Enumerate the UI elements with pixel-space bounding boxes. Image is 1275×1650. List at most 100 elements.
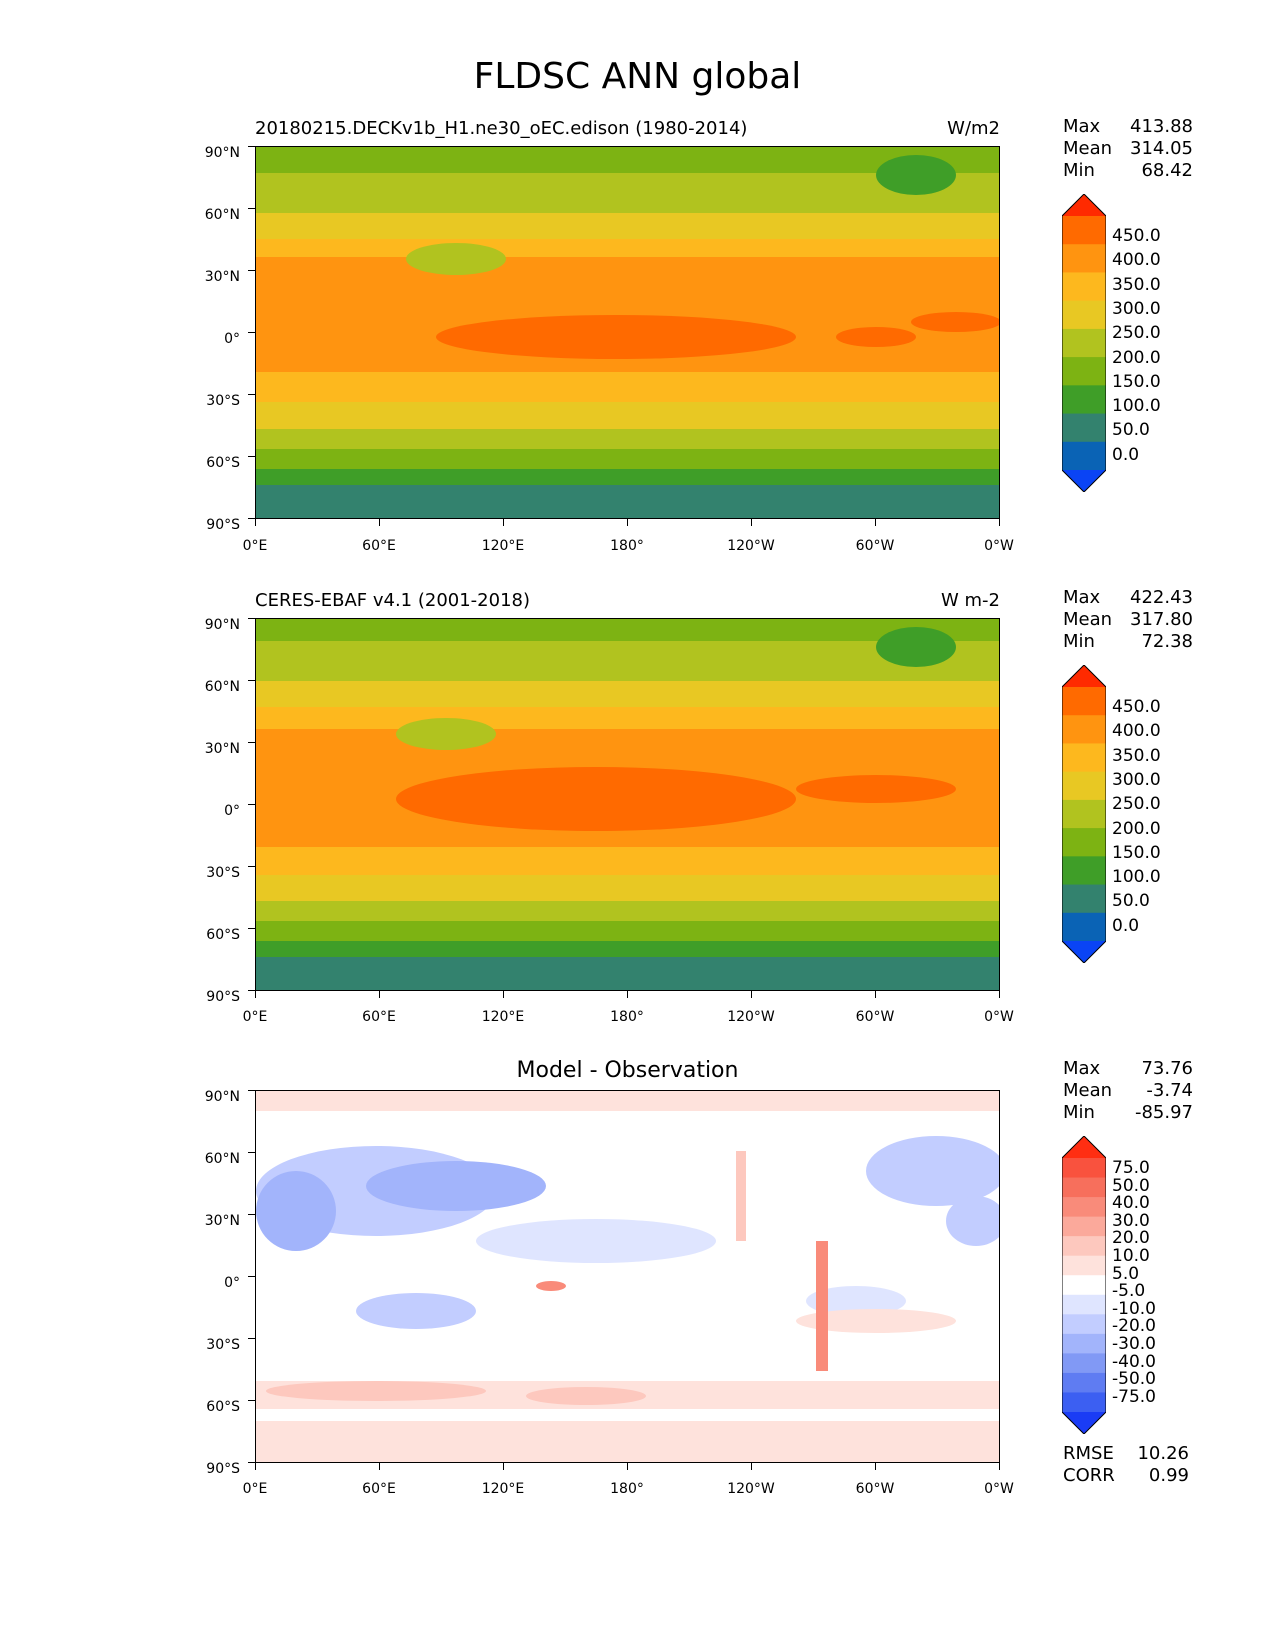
stat-value: -85.97: [1134, 1102, 1193, 1123]
colorbar-label: 5.0: [1112, 1263, 1140, 1284]
x-tick: 120°W: [727, 538, 775, 554]
panel-title: Model - Observation: [516, 1058, 739, 1083]
colorbar-segment: [1062, 1216, 1106, 1237]
colorbar-segment: [1062, 1255, 1106, 1276]
y-tick: 30°N: [204, 1213, 240, 1229]
stat-label: Mean: [1063, 609, 1113, 630]
colorbar-segment: [1062, 799, 1106, 829]
observation-panel: CERES-EBAF v4.1 (2001-2018) W m-2 90°N 6…: [0, 0, 1275, 1025]
colorbar-segment: [1062, 1392, 1106, 1413]
stat-label: Min: [1063, 631, 1095, 652]
colorbar-label: 400.0: [1112, 721, 1161, 742]
colorbar-extend-max: [1062, 194, 1106, 216]
model-map-canvas: [256, 147, 999, 518]
colorbar-segment: [1062, 715, 1106, 744]
x-tick: 60°W: [855, 1481, 895, 1497]
stats-box: Max 413.88 Mean 314.05 Min 68.42: [1063, 116, 1193, 182]
x-tick: 120°W: [727, 1481, 775, 1497]
y-tick: 30°N: [204, 269, 240, 285]
colorbar-label: -75.0: [1112, 1386, 1156, 1407]
colorbar-segment: [1062, 1275, 1106, 1296]
stat-label: Mean: [1063, 1080, 1113, 1101]
colorbar-label: 300.0: [1112, 769, 1161, 790]
x-tick: 0°W: [984, 1481, 1014, 1497]
difference-map[interactable]: [255, 1090, 1000, 1463]
colorbar-segment: [1062, 856, 1106, 886]
colorbar-label: 20.0: [1112, 1228, 1150, 1249]
colorbar-segment: [1062, 884, 1106, 914]
x-tick: 0°E: [242, 1481, 268, 1497]
colorbar-label: 100.0: [1112, 867, 1161, 888]
colorbar-segment: [1062, 357, 1106, 386]
y-tick: 90°S: [206, 989, 240, 1005]
colorbar-label: 450.0: [1112, 226, 1161, 246]
stats-box: Max 73.76 Mean -3.74 Min -85.97: [1063, 1058, 1193, 1124]
y-tick: 30°S: [206, 1337, 240, 1353]
y-tick: 90°S: [206, 517, 240, 533]
x-tick: 120°E: [481, 1481, 525, 1497]
colorbar-label: -20.0: [1112, 1316, 1156, 1337]
observation-map[interactable]: [255, 618, 1000, 991]
y-tick: 30°S: [206, 393, 240, 409]
x-tick: 120°E: [481, 1009, 525, 1025]
colorbar-segment: [1062, 743, 1106, 773]
colorbar-extend-min: [1062, 941, 1106, 963]
colorbar-segment: [1062, 300, 1106, 330]
y-tick: 90°N: [204, 145, 240, 161]
stats-box: Max 422.43 Mean 317.80 Min 72.38: [1063, 587, 1193, 653]
colorbar-segment: [1062, 1158, 1106, 1179]
x-tick: 60°W: [855, 1009, 895, 1025]
y-tick: 60°S: [206, 927, 240, 943]
stat-value: 422.43: [1130, 587, 1193, 608]
y-tick: 30°S: [206, 865, 240, 881]
y-tick: 0°: [224, 803, 240, 819]
x-tick: 60°W: [855, 538, 895, 554]
stat-label: Min: [1063, 1102, 1095, 1123]
colorbar-segment: [1062, 912, 1106, 942]
colorbar-segment: [1062, 771, 1106, 801]
model-panel: 20180215.DECKv1b_H1.ne30_oEC.edison (198…: [0, 0, 1275, 554]
y-tick: 30°N: [204, 741, 240, 757]
stat-label: Max: [1063, 116, 1101, 137]
colorbar-label: -10.0: [1112, 1298, 1156, 1319]
y-tick: 0°: [224, 1275, 240, 1291]
colorbar-segment: [1062, 441, 1106, 471]
stat-value: -3.74: [1146, 1080, 1193, 1101]
x-tick: 0°E: [242, 538, 268, 554]
metrics-box: RMSE 10.26 CORR 0.99: [1063, 1443, 1189, 1487]
y-tick: 90°N: [204, 617, 240, 633]
colorbar-segment: [1062, 1236, 1106, 1257]
colorbar-segment: [1062, 1333, 1106, 1354]
colorbar-label: 100.0: [1112, 396, 1161, 417]
metric-label: RMSE: [1063, 1443, 1114, 1464]
colorbar-label: 30.0: [1112, 1210, 1150, 1231]
y-tick: 60°N: [204, 1151, 240, 1167]
stat-label: Mean: [1063, 138, 1113, 159]
x-tick: 0°W: [984, 538, 1014, 554]
y-tick: 60°S: [206, 1399, 240, 1415]
stat-value: 413.88: [1130, 116, 1193, 137]
difference-map-canvas: [256, 1091, 999, 1462]
colorbar-label: 200.0: [1112, 347, 1161, 368]
units-label: W/m2: [947, 118, 1000, 139]
colorbar-label: 150.0: [1112, 371, 1161, 392]
difference-panel: Model - Observation 90°N 60°N 30°N 0° 30…: [0, 0, 1275, 1497]
metric-value: 0.99: [1148, 1465, 1189, 1486]
panel-title: CERES-EBAF v4.1 (2001-2018): [255, 590, 531, 611]
x-tick: 0°E: [242, 1009, 268, 1025]
colorbar-label: 75.0: [1112, 1158, 1150, 1178]
x-tick: 120°W: [727, 1009, 775, 1025]
colorbar-label: 300.0: [1112, 298, 1161, 319]
colorbar-label: 0.0: [1112, 444, 1140, 465]
stat-value: 72.38: [1141, 631, 1193, 652]
colorbar-segment: [1062, 385, 1106, 415]
colorbar-label: -50.0: [1112, 1369, 1156, 1390]
y-tick: 60°S: [206, 455, 240, 471]
y-tick: 60°N: [204, 207, 240, 223]
colorbar-label: -40.0: [1112, 1351, 1156, 1372]
model-map[interactable]: [255, 146, 1000, 519]
colorbar: [1061, 193, 1107, 496]
y-tick: 0°: [224, 331, 240, 347]
colorbar-label: 400.0: [1112, 250, 1161, 271]
colorbar-segment: [1062, 1353, 1106, 1374]
